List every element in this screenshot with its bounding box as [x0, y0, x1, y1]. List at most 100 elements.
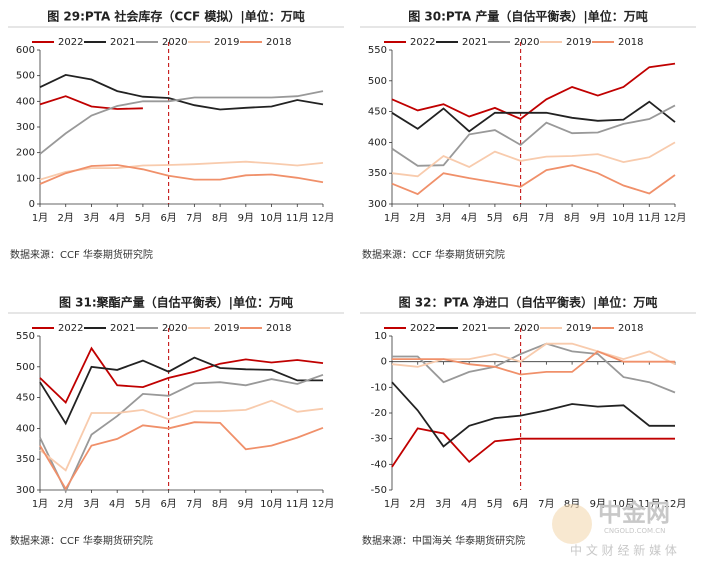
x-tick-label: 10月 [612, 212, 635, 224]
series-line [39, 90, 324, 155]
legend-label: 2022 [410, 323, 435, 334]
y-tick-label: 350 [368, 168, 387, 179]
x-tick-label: 4月 [461, 212, 477, 224]
y-tick-label: 0 [381, 357, 387, 368]
y-tick-label: 450 [368, 107, 387, 118]
legend-label: 2018 [618, 37, 643, 48]
x-tick-label: 8月 [564, 212, 580, 224]
legend-label: 2021 [462, 37, 487, 48]
series-line [391, 104, 676, 167]
x-tick-label: 11月 [638, 212, 661, 224]
y-tick-label: 300 [368, 199, 387, 210]
series-line [39, 164, 324, 185]
series-line [391, 62, 676, 121]
y-tick-label: 350 [16, 454, 35, 465]
y-tick-label: 300 [16, 122, 35, 133]
x-tick-label: 7月 [186, 498, 202, 510]
legend-label: 2019 [566, 37, 591, 48]
x-tick-label: 2月 [410, 498, 426, 510]
x-tick-label: 10月 [260, 498, 283, 510]
y-tick-label: 400 [16, 96, 35, 107]
x-tick-label: 12月 [312, 212, 335, 224]
series-line [39, 95, 143, 110]
watermark: 中金网 CNGOLD.COM.CN 中 文 财 经 新 媒 体 [552, 499, 677, 558]
source-note: 数据来源：CCF 华泰期货研究院 [362, 248, 505, 261]
x-tick-label: 12月 [664, 212, 687, 224]
x-tick-label: 11月 [286, 212, 309, 224]
legend-label: 2019 [566, 323, 591, 334]
series-line [391, 141, 676, 178]
y-tick-label: -50 [371, 485, 387, 496]
y-tick-label: 400 [368, 137, 387, 148]
y-tick-label: 500 [368, 76, 387, 87]
chart-panel: 图 31:聚酯产量（自估平衡表）|单位：万吨 300 350 400 450 500 550… [8, 295, 344, 547]
legend-label: 2022 [58, 37, 83, 48]
watermark-tagline: 中 文 财 经 新 媒 体 [570, 543, 677, 558]
x-tick-label: 11月 [286, 498, 309, 510]
legend-label: 2022 [410, 37, 435, 48]
series-line [391, 342, 676, 368]
x-tick-label: 11月 [638, 498, 661, 510]
x-tick-label: 5月 [135, 498, 151, 510]
x-tick-label: 6月 [512, 212, 528, 224]
chart-title: 图 30:PTA 产量（自估平衡表）|单位：万吨 [408, 9, 648, 24]
y-tick-label: 600 [16, 45, 35, 56]
legend-label: 2018 [266, 323, 291, 334]
legend-label: 2020 [514, 323, 539, 334]
chart-title: 图 29:PTA 社会库存（CCF 模拟）|单位：万吨 [47, 9, 305, 24]
chart-panel: 图 32：PTA 净进口（自估平衡表）|单位：万吨 -50 -40 -30 -20 -10… [360, 295, 696, 547]
legend-label: 2020 [162, 323, 187, 334]
x-tick-label: 1月 [384, 498, 400, 510]
x-tick-label: 3月 [83, 212, 99, 224]
series-line [391, 427, 675, 468]
x-tick-label: 1月 [32, 212, 48, 224]
watermark-name: 中金网 [598, 499, 670, 527]
legend-label: 2021 [110, 323, 135, 334]
y-tick-label: -10 [371, 382, 387, 393]
y-tick-label: 0 [29, 199, 35, 210]
source-note: 数据来源：CCF 华泰期货研究院 [10, 534, 153, 547]
y-tick-label: -30 [371, 434, 387, 445]
series-line [39, 399, 324, 472]
y-tick-label: -40 [371, 459, 387, 470]
chart-title: 图 32：PTA 净进口（自估平衡表）|单位：万吨 [399, 295, 658, 310]
series-line [392, 350, 675, 376]
x-tick-label: 12月 [664, 498, 687, 510]
legend-label: 2022 [58, 323, 83, 334]
x-tick-label: 5月 [487, 498, 503, 510]
x-tick-label: 4月 [109, 212, 125, 224]
x-tick-label: 3月 [83, 498, 99, 510]
series-line [39, 73, 324, 111]
x-tick-label: 10月 [612, 498, 635, 510]
x-tick-label: 3月 [435, 212, 451, 224]
source-note: 数据来源：CCF 华泰期货研究院 [10, 248, 153, 261]
x-tick-label: 12月 [312, 498, 335, 510]
x-tick-label: 3月 [435, 498, 451, 510]
legend-label: 2020 [514, 37, 539, 48]
legend-label: 2020 [162, 37, 187, 48]
x-tick-label: 5月 [135, 212, 151, 224]
x-tick-label: 8月 [212, 212, 228, 224]
y-tick-label: 450 [16, 393, 35, 404]
x-tick-label: 4月 [109, 498, 125, 510]
y-tick-label: 200 [16, 148, 35, 159]
series-line [39, 373, 324, 494]
y-tick-label: -20 [371, 408, 387, 419]
x-tick-label: 2月 [58, 212, 74, 224]
y-tick-label: 10 [374, 331, 387, 342]
x-tick-label: 2月 [58, 498, 74, 510]
y-tick-label: 300 [16, 485, 35, 496]
series-line [392, 342, 676, 394]
y-tick-label: 550 [368, 45, 387, 56]
x-tick-label: 10月 [260, 212, 283, 224]
legend-label: 2019 [214, 37, 239, 48]
x-tick-label: 1月 [384, 212, 400, 224]
x-tick-label: 7月 [186, 212, 202, 224]
x-tick-label: 6月 [160, 498, 176, 510]
series-line [391, 100, 676, 133]
x-tick-label: 6月 [160, 212, 176, 224]
legend-label: 2021 [462, 323, 487, 334]
x-tick-label: 9月 [238, 212, 254, 224]
series-line [39, 421, 324, 491]
x-tick-label: 1月 [32, 498, 48, 510]
